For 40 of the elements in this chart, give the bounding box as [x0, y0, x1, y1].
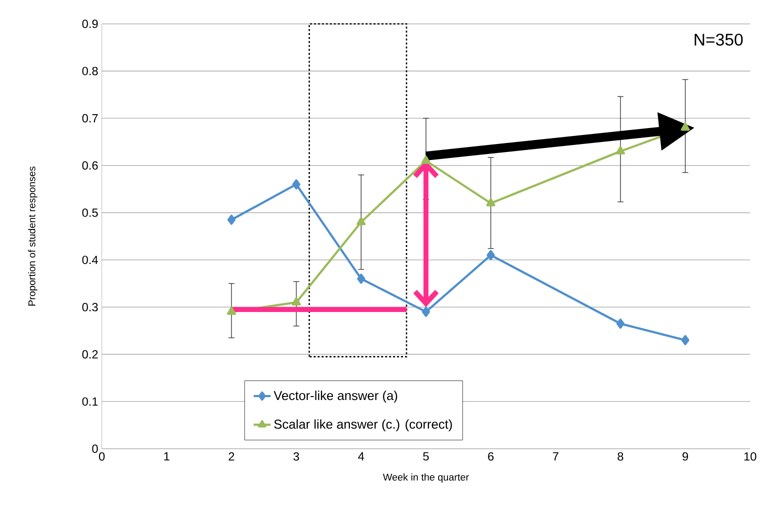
y-tick-label: 0.7 — [82, 114, 98, 122]
point — [681, 334, 690, 346]
point — [226, 306, 236, 315]
point — [357, 274, 366, 284]
x-tick-label: 0 — [98, 452, 105, 460]
x-axis-title: Week in the quarter — [382, 473, 469, 482]
y-tick-label: 0.4 — [82, 256, 98, 264]
point — [486, 198, 496, 206]
point — [421, 156, 430, 164]
y-tick-label: 0.5 — [82, 208, 98, 217]
y-tick-label: 0.6 — [82, 161, 98, 170]
y-tick-label: 0.2 — [82, 350, 98, 358]
x-tick-label: 6 — [488, 452, 494, 460]
legend-label: Vector-like answer (a) — [274, 390, 398, 403]
y-tick-label: 0.1 — [82, 397, 98, 406]
x-tick-label: 1 — [164, 452, 170, 460]
point — [616, 146, 625, 154]
y-tick-label: 0.9 — [82, 19, 98, 28]
point — [292, 179, 300, 190]
x-tick-label: 3 — [293, 452, 300, 460]
point — [227, 214, 236, 225]
y-tick-label: 0.3 — [82, 302, 98, 312]
y-tick-label: 0.8 — [82, 66, 98, 76]
x-tick-label: 9 — [682, 452, 688, 460]
y-tick-label: 0 — [92, 444, 98, 453]
x-tick-label: 4 — [358, 452, 364, 460]
annotation: N=350 — [694, 34, 743, 46]
x-tick-label: 8 — [618, 452, 624, 460]
point — [356, 216, 366, 226]
point — [292, 297, 301, 306]
x-tick-label: 10 — [744, 452, 756, 460]
point — [422, 306, 430, 317]
point — [486, 250, 495, 260]
x-tick-label: 2 — [228, 452, 234, 460]
point — [680, 122, 690, 131]
x-tick-label: 5 — [423, 452, 429, 460]
x-tick-label: 7 — [552, 452, 558, 460]
legend-label: Scalar like answer (c.) (correct) — [274, 419, 452, 432]
point — [616, 318, 625, 329]
y-axis-title: Proportion of student responses — [28, 166, 38, 306]
